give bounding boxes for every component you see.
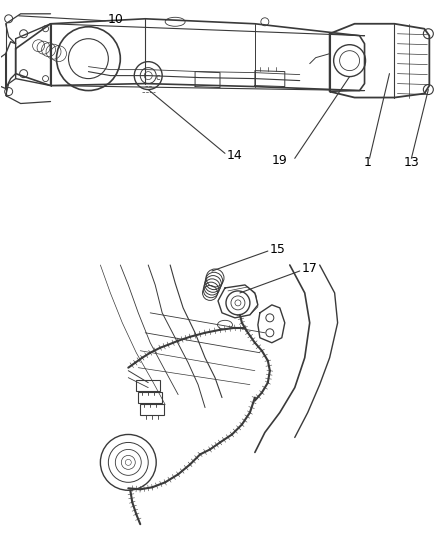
Text: 10: 10	[107, 13, 123, 26]
Text: 15: 15	[269, 243, 285, 255]
Text: 19: 19	[271, 154, 287, 167]
Text: 17: 17	[301, 262, 317, 276]
Text: 1: 1	[363, 156, 371, 169]
Text: 14: 14	[226, 149, 242, 162]
Text: c: c	[155, 72, 159, 82]
Text: 13: 13	[403, 156, 418, 169]
